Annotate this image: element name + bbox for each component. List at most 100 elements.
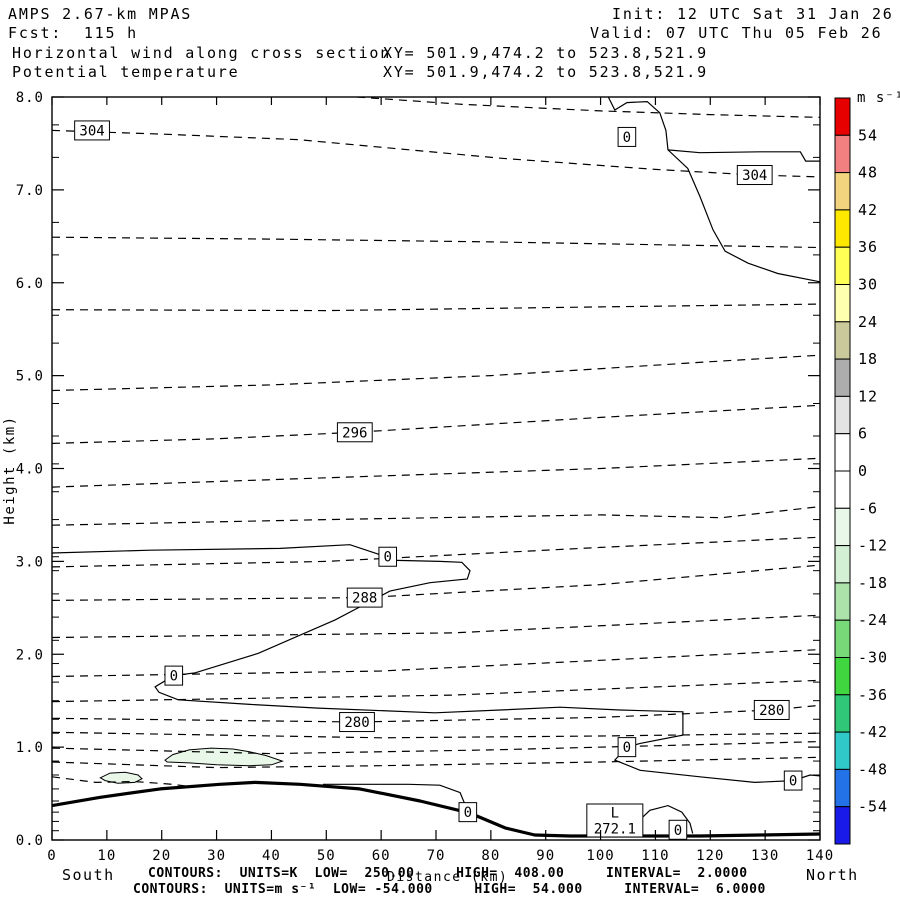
theta-contour-294 — [52, 457, 820, 488]
y-tick-label: 1.0 — [16, 740, 44, 756]
contour-info-theta: CONTOURS: UNITS=K LOW= 250.00 HIGH= 408.… — [148, 866, 748, 881]
colorbar-tick-label: -48 — [858, 760, 888, 778]
x-tick-label: 70 — [427, 848, 446, 864]
y-tick-label: 8.0 — [16, 90, 44, 106]
x-tick-label: 130 — [751, 848, 779, 864]
wind-zero-label: 0 — [164, 665, 184, 686]
theta-contour-label: 280 — [753, 699, 790, 720]
colorbar-tick-label: -54 — [858, 798, 888, 816]
wind-zero-label-text: 0 — [789, 774, 797, 790]
colorbar-tick-label: -30 — [858, 649, 888, 667]
plot-interior — [52, 97, 820, 838]
wind-zero-label: 0 — [378, 546, 398, 567]
negative-wind-region — [164, 747, 284, 767]
y-axis-title: Height (km) — [2, 415, 18, 524]
wind-zero-label-text: 0 — [384, 550, 392, 566]
colorbar-tick-label: 6 — [858, 425, 868, 443]
theta-contour-label-text: 288 — [352, 591, 377, 607]
colorbar-segment — [834, 470, 851, 509]
x-tick-label: 60 — [372, 848, 391, 864]
wind-zero-label: 0 — [617, 737, 637, 758]
wind-zero-label-text: 0 — [623, 740, 631, 756]
theta-contour-280 — [52, 704, 820, 723]
colorbar-tick-label: 12 — [858, 387, 878, 405]
terrain-line — [52, 780, 820, 838]
theta-contour-288 — [52, 564, 820, 601]
x-tick-label: 40 — [262, 848, 281, 864]
colorbar-segment — [834, 545, 851, 584]
theta-contour-296 — [52, 404, 820, 444]
theta-contour-302 — [52, 236, 820, 249]
x-tick-label: 110 — [641, 848, 669, 864]
wind-zero-label: 0 — [458, 802, 478, 823]
y-tick-label: 2.0 — [16, 647, 44, 663]
y-tick-label: 4.0 — [16, 462, 44, 478]
colorbar-segment — [834, 209, 851, 248]
colorbar-segment — [834, 433, 851, 472]
x-tick-label: 20 — [152, 848, 171, 864]
colorbar-segment — [834, 284, 851, 323]
theta-contour-label: 304 — [736, 165, 773, 186]
y-tick-label: 6.0 — [16, 276, 44, 292]
model-title: AMPS 2.67-km MPAS — [8, 5, 193, 23]
low-center-value: 272.1 — [594, 821, 636, 837]
colorbar-tick-label: 0 — [858, 462, 868, 480]
theta-contour-label: 280 — [339, 712, 375, 733]
colorbar-tick-label: -24 — [858, 611, 888, 629]
colorbar: 54 48 42 36 30 24 18 12 6 0 -6 -12 -18 -24 -30 -36 -42 -4… — [834, 90, 900, 845]
colorbar-segment — [834, 246, 851, 285]
theta-contour-label-text: 296 — [342, 425, 367, 441]
colorbar-segment — [834, 582, 851, 621]
x-tick-label: 90 — [536, 848, 555, 864]
x-tick-label: 80 — [481, 848, 500, 864]
theta-contour-label: 296 — [336, 422, 373, 443]
y-tick-label: 5.0 — [16, 369, 44, 385]
low-center-letter: L — [611, 805, 619, 821]
colorbar-tick-label: -6 — [858, 499, 878, 517]
colorbar-unit-label: m s⁻¹ — [857, 90, 900, 106]
wind-zero-contour — [667, 149, 820, 162]
colorbar-tick-label: 36 — [858, 238, 878, 256]
wind-zero-label: 0 — [783, 770, 803, 791]
colorbar-segment — [834, 172, 851, 211]
colorbar-tick-label: 24 — [858, 313, 878, 331]
theta-contour-label-text: 280 — [759, 703, 784, 719]
wind-zero-label: 0 — [668, 819, 688, 840]
theta-contour-298 — [52, 354, 820, 392]
colorbar-segment — [834, 768, 851, 808]
x-tick-label: 30 — [207, 848, 226, 864]
y-tick-label: 3.0 — [16, 554, 44, 570]
colorbar-segment — [834, 97, 851, 136]
colorbar-tick-label: 18 — [858, 350, 878, 368]
colorbar-tick-label: 30 — [858, 276, 878, 294]
colorbar-segment — [834, 619, 851, 659]
contour-info-wind: CONTOURS: UNITS=m s⁻¹ LOW= -54.000 HIGH=… — [133, 882, 766, 897]
field-name-theta: Potential temperature — [12, 63, 240, 81]
colorbar-tick-label: 42 — [858, 201, 878, 219]
theta-contour-290 — [52, 536, 820, 568]
colorbar-segment — [834, 507, 851, 547]
x-tick-label: 120 — [696, 848, 724, 864]
theta-contour-282 — [52, 679, 820, 703]
wind-zero-contour — [607, 97, 820, 283]
theta-contour-286 — [52, 614, 820, 639]
theta-contour-274 — [52, 756, 820, 769]
wind-zero-contour — [323, 783, 473, 820]
x-axis-north-label: North — [806, 866, 859, 884]
valid-time: Valid: 07 UTC Thu 05 Feb 26 — [590, 24, 883, 42]
x-axis-title: Distance (km) — [387, 870, 509, 885]
colorbar-tick-label: 48 — [858, 164, 878, 182]
theta-contour-272 — [52, 776, 195, 788]
colorbar-segment — [834, 731, 851, 770]
colorbar-segment — [834, 134, 851, 174]
x-tick-label: 140 — [806, 848, 834, 864]
wind-zero-label-text: 0 — [623, 130, 631, 146]
field-name-wind: Horizontal wind along cross section — [12, 44, 392, 62]
theta-contour-276 — [52, 741, 820, 755]
colorbar-segment — [834, 657, 851, 696]
theta-contour-300 — [52, 303, 820, 312]
theta-contour-label-text: 304 — [79, 123, 104, 139]
